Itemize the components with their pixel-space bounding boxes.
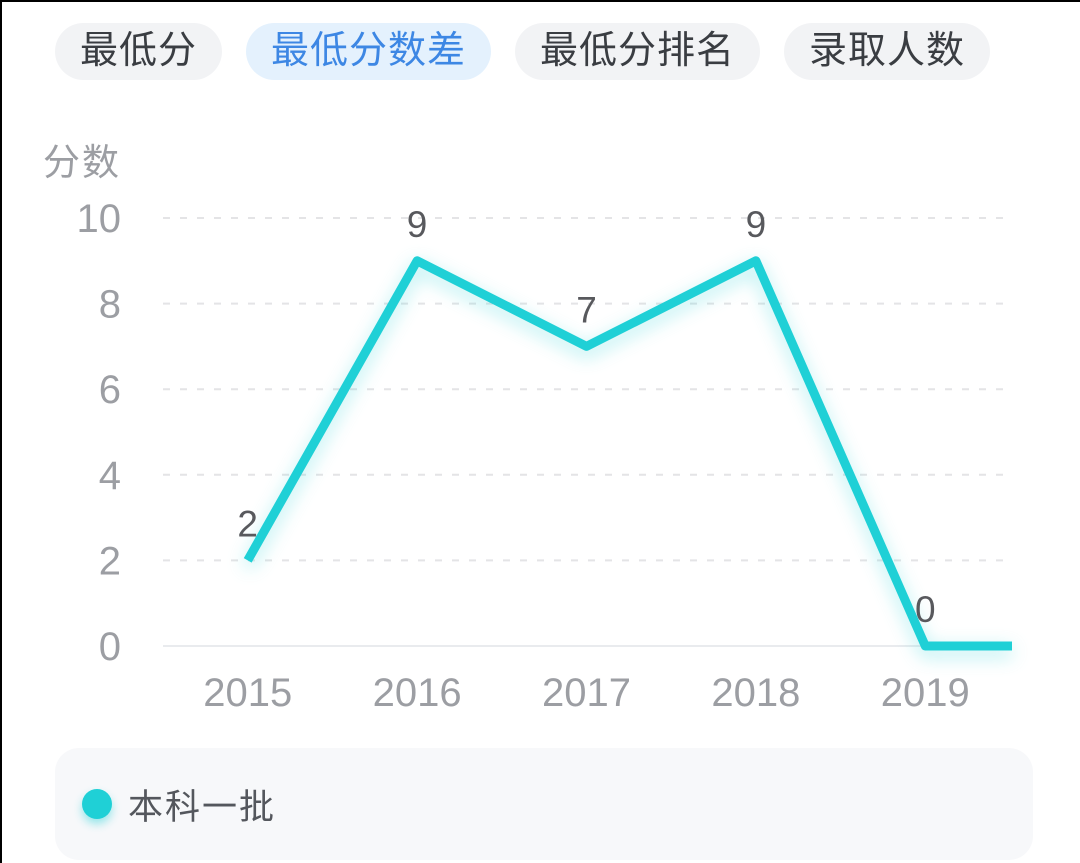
data-point-label: 0 <box>915 589 936 630</box>
y-tick-label: 2 <box>99 539 121 583</box>
x-tick-label: 2019 <box>881 671 970 715</box>
y-tick-label: 4 <box>99 454 121 498</box>
series-line <box>243 256 1012 651</box>
screen-edge-left <box>0 0 2 863</box>
tab-lowest-score-rank[interactable]: 最低分排名 <box>515 23 761 80</box>
x-tick-label: 2015 <box>203 671 292 715</box>
tab-lowest-score-difference[interactable]: 最低分数差 <box>246 23 492 80</box>
y-tick-label: 10 <box>77 197 122 241</box>
y-tick-label: 6 <box>99 368 121 412</box>
data-point-label: 9 <box>407 204 428 245</box>
tab-admission-count[interactable]: 录取人数 <box>784 23 991 80</box>
x-tick-label: 2018 <box>711 671 800 715</box>
legend-card: 本科一批 <box>55 748 1033 860</box>
y-tick-label: 8 <box>99 283 121 327</box>
data-point-label: 7 <box>576 289 597 330</box>
legend-series-label: 本科一批 <box>128 787 277 827</box>
data-point-label: 2 <box>237 503 258 544</box>
y-tick-label: 0 <box>99 625 121 669</box>
x-tick-label: 2017 <box>542 671 631 715</box>
metric-tab-bar: 最低分 最低分数差 最低分排名 录取人数 <box>55 23 991 80</box>
screen-edge-top <box>0 0 1080 2</box>
legend-series-dot-icon <box>82 789 112 819</box>
tab-lowest-score[interactable]: 最低分 <box>55 23 223 80</box>
x-tick-label: 2016 <box>373 671 462 715</box>
data-point-label: 9 <box>746 204 767 245</box>
y-axis-title: 分数 <box>43 142 121 183</box>
